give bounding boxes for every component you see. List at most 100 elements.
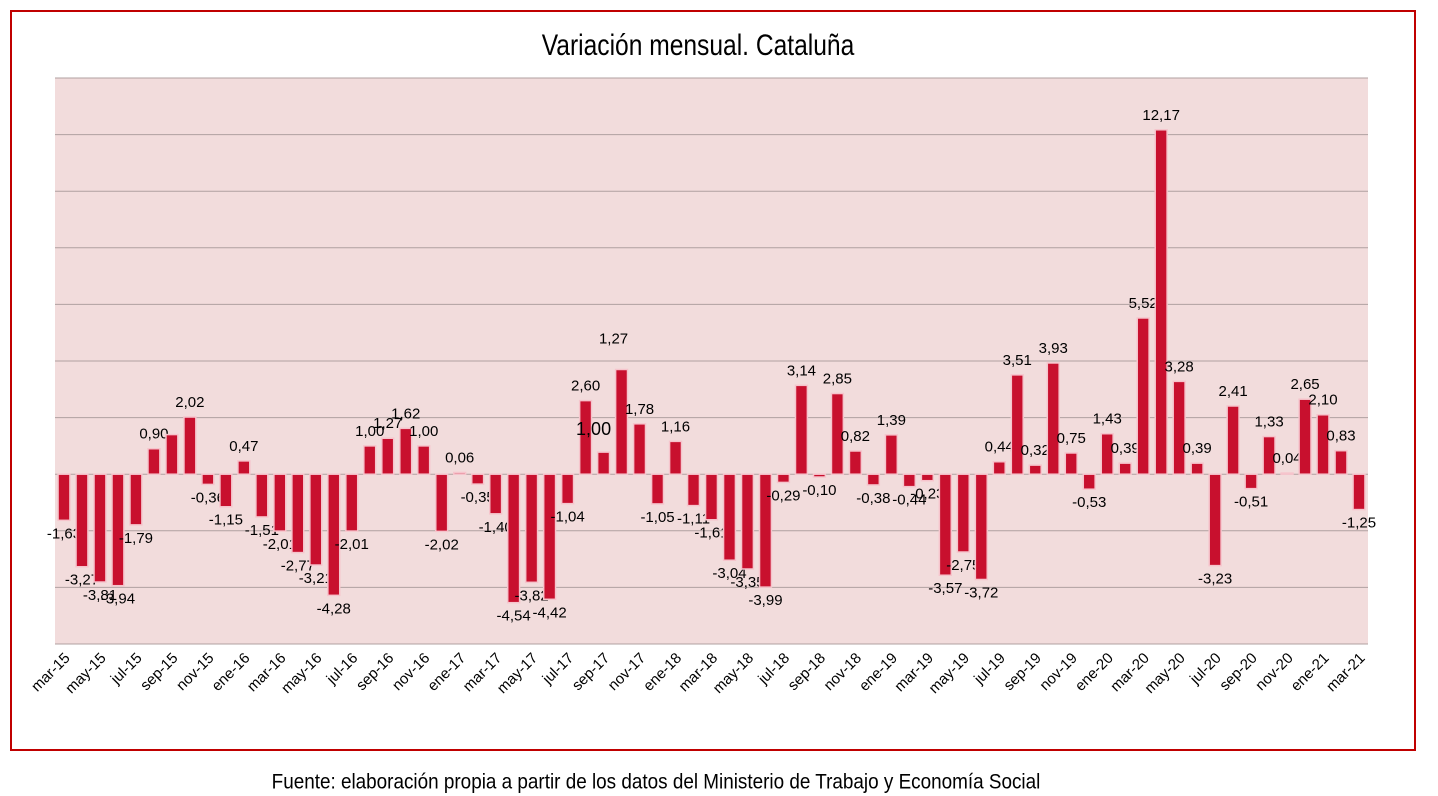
bar xyxy=(381,437,395,475)
bar xyxy=(902,473,917,488)
bar xyxy=(758,473,773,588)
bar xyxy=(632,423,647,475)
bar xyxy=(776,473,791,484)
value-label: -0,36 xyxy=(191,489,225,506)
value-label: -3,82 xyxy=(515,587,549,604)
bar xyxy=(273,473,287,532)
bar xyxy=(327,473,341,597)
value-label: 0,83 xyxy=(1326,428,1355,445)
bar xyxy=(1298,398,1312,475)
bar xyxy=(1244,473,1258,490)
value-label: 2,02 xyxy=(175,394,204,411)
bar xyxy=(506,473,521,604)
bar xyxy=(542,473,557,601)
value-label: 12,17 xyxy=(1142,107,1180,124)
bar xyxy=(219,473,233,508)
value-label: -1,11 xyxy=(677,511,710,528)
value-label: -0,51 xyxy=(1234,494,1268,511)
bar xyxy=(704,473,719,521)
bar xyxy=(309,473,323,566)
value-label: -4,28 xyxy=(317,600,351,617)
value-label: 2,10 xyxy=(1308,392,1337,409)
value-label: -3,35 xyxy=(730,574,764,591)
value-label: -3,72 xyxy=(964,584,998,601)
bar xyxy=(291,473,305,554)
bar xyxy=(470,473,485,485)
value-label: 3,14 xyxy=(787,362,816,379)
value-label: 2,85 xyxy=(823,371,852,388)
bar xyxy=(1154,129,1168,475)
bar xyxy=(830,392,845,475)
bar xyxy=(147,447,161,475)
bar xyxy=(1100,432,1114,475)
bar xyxy=(255,473,269,518)
value-label: -0,44 xyxy=(892,492,926,509)
value-label: -1,61 xyxy=(694,525,728,542)
bar xyxy=(740,473,755,570)
value-label: 1,78 xyxy=(625,401,654,418)
value-label: -2,01 xyxy=(263,536,297,553)
bar xyxy=(938,473,953,576)
bar xyxy=(794,384,809,475)
value-label: -3,27 xyxy=(65,572,99,589)
bar xyxy=(668,440,683,475)
bar xyxy=(237,460,251,475)
bar xyxy=(1172,380,1186,475)
bar xyxy=(992,460,1006,475)
bar xyxy=(974,473,988,581)
bar xyxy=(1226,405,1240,475)
bar xyxy=(488,473,503,515)
value-label: 0,39 xyxy=(1111,440,1140,457)
bar xyxy=(399,427,413,475)
value-label: 0,82 xyxy=(841,428,870,445)
bar xyxy=(650,473,665,505)
bar xyxy=(956,473,970,553)
bar xyxy=(812,473,827,478)
bar xyxy=(1046,362,1060,475)
bar xyxy=(1136,317,1150,475)
bar xyxy=(866,473,881,486)
value-label: -1,05 xyxy=(640,509,674,526)
value-label: -1,51 xyxy=(245,522,279,539)
bar xyxy=(1280,472,1294,475)
value-label: -3,57 xyxy=(928,580,962,597)
annotation: 1,00 xyxy=(576,419,611,439)
value-label: -0,10 xyxy=(802,482,836,499)
bar xyxy=(722,473,737,561)
bar xyxy=(596,451,611,475)
value-label: -1,79 xyxy=(119,530,153,547)
chart-title: Variación mensual. Cataluña xyxy=(542,28,855,62)
value-label: -1,15 xyxy=(209,512,243,529)
value-label: -3,21 xyxy=(299,570,333,587)
value-label: -0,38 xyxy=(856,490,890,507)
bar xyxy=(1190,462,1204,475)
value-label: -3,81 xyxy=(83,587,117,604)
value-label: 3,93 xyxy=(1039,340,1068,357)
value-label: -3,23 xyxy=(1198,571,1232,588)
value-label: -1,04 xyxy=(551,509,585,526)
value-label: 1,00 xyxy=(409,423,438,440)
value-label: 2,41 xyxy=(1219,383,1248,400)
value-label: -2,01 xyxy=(335,536,369,553)
bar xyxy=(165,433,179,475)
value-label: 0,04 xyxy=(1272,450,1301,467)
bar xyxy=(129,473,143,526)
bar xyxy=(453,471,467,475)
value-label: -0,35 xyxy=(461,489,495,506)
bar xyxy=(111,473,125,587)
bar xyxy=(920,473,935,482)
bar xyxy=(884,434,899,475)
value-label: 1,27 xyxy=(373,415,402,432)
bar xyxy=(1010,374,1024,475)
value-label: -0,53 xyxy=(1072,494,1106,511)
bar xyxy=(435,473,449,533)
value-label: 1,39 xyxy=(877,412,906,429)
value-label: 0,32 xyxy=(1021,442,1050,459)
value-label: -3,04 xyxy=(712,565,746,582)
value-label: 3,28 xyxy=(1165,358,1194,375)
bar xyxy=(1334,449,1348,475)
bar xyxy=(614,368,629,475)
value-label: 0,39 xyxy=(1183,440,1212,457)
